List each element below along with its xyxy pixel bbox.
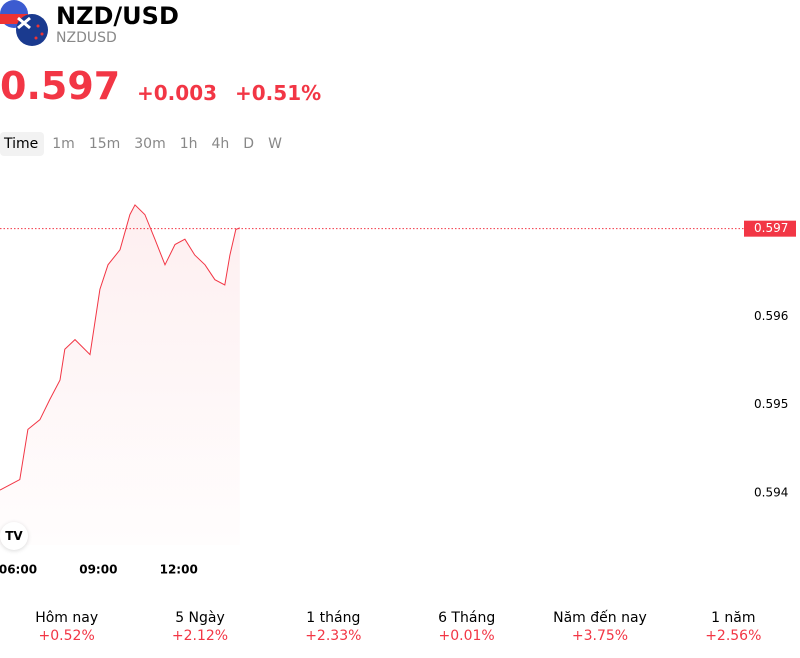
- symbol: NZDUSD: [56, 30, 117, 46]
- interval-button[interactable]: Time: [0, 132, 45, 156]
- tv-logo[interactable]: TV: [0, 522, 28, 550]
- y-tick-label: 0.596: [754, 309, 788, 323]
- line: [0, 204, 240, 491]
- period-change: +0.52%: [38, 628, 95, 644]
- interval-button[interactable]: 1m: [52, 136, 75, 152]
- flags: [0, 0, 48, 46]
- period-item[interactable]: Hôm nay +0.52%: [0, 610, 133, 644]
- period-label: 1 năm: [711, 610, 756, 626]
- change-percent: +0.51%: [235, 81, 322, 105]
- period-change: +0.01%: [438, 628, 495, 644]
- period-label: Hôm nay: [35, 610, 99, 626]
- period-change: +2.12%: [171, 628, 229, 644]
- interval-button[interactable]: 4h: [211, 136, 230, 152]
- period-change: +2.33%: [305, 628, 362, 644]
- chart: 0.594 0.595 0.596 06:00 09:00 12:00 0.597: [0, 204, 796, 577]
- interval-bar: Time 1m 15m 30m 1h 4h D W: [0, 132, 288, 156]
- period-change: +2.56%: [705, 628, 762, 644]
- y-tick-label: 0.595: [754, 397, 788, 411]
- period-change: +3.75%: [571, 628, 629, 644]
- period-label: 1 tháng: [306, 610, 361, 626]
- last-price-badge: [744, 220, 796, 237]
- period-item[interactable]: 1 năm +2.56%: [667, 610, 800, 644]
- y-tick-label: 0.594: [754, 485, 788, 499]
- title: NZD/USD: [56, 2, 179, 30]
- period-performance: Hôm nay +0.52% 5 Ngày +2.12% 1 tháng +2.33% 6 …: [0, 610, 800, 644]
- area: [0, 204, 240, 545]
- x-tick-label: 06:00: [0, 563, 37, 577]
- period-item[interactable]: 6 Tháng +0.01%: [400, 610, 533, 644]
- period-item[interactable]: Năm đến nay +3.75%: [533, 610, 666, 644]
- period-label: Năm đến nay: [553, 610, 647, 626]
- last-price-label: 0.597: [754, 221, 788, 235]
- change: +0.003: [137, 81, 218, 105]
- interval-button[interactable]: 1h: [179, 136, 198, 152]
- price: 0.597: [0, 64, 121, 108]
- period-label: 6 Tháng: [438, 610, 496, 626]
- period-item[interactable]: 5 Ngày +2.12%: [133, 610, 266, 644]
- x-tick-label: 09:00: [79, 563, 117, 577]
- interval-button[interactable]: 30m: [134, 136, 166, 152]
- x-tick-label: 12:00: [160, 563, 198, 577]
- period-item[interactable]: 1 tháng +2.33%: [267, 610, 400, 644]
- interval-button[interactable]: D: [243, 136, 255, 152]
- interval-button[interactable]: 15m: [88, 136, 121, 152]
- interval-button[interactable]: W: [268, 136, 282, 152]
- period-label: 5 Ngày: [175, 610, 225, 626]
